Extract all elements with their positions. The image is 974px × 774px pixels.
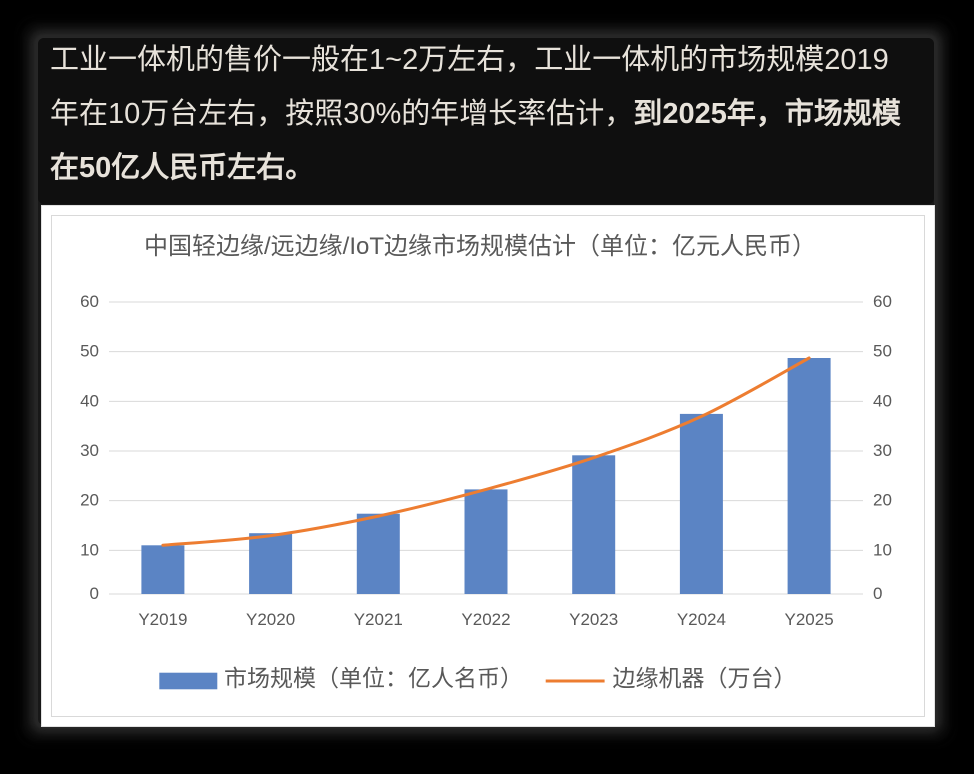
svg-text:10: 10 (80, 540, 99, 559)
svg-text:Y2024: Y2024 (677, 610, 726, 629)
svg-text:60: 60 (80, 292, 99, 311)
svg-text:30: 30 (80, 441, 99, 460)
svg-text:20: 20 (80, 491, 99, 510)
svg-text:中国轻边缘/远边缘/IoT边缘市场规模估计（单位：亿元人民币: 中国轻边缘/远边缘/IoT边缘市场规模估计（单位：亿元人民币） (144, 233, 816, 260)
svg-text:10: 10 (873, 540, 892, 559)
svg-text:40: 40 (873, 391, 892, 410)
svg-text:Y2020: Y2020 (246, 610, 295, 629)
svg-text:30: 30 (873, 441, 892, 460)
svg-text:边缘机器（万台）: 边缘机器（万台） (613, 665, 797, 691)
svg-text:20: 20 (873, 491, 892, 510)
svg-text:Y2023: Y2023 (569, 610, 618, 629)
svg-text:市场规模（单位：亿人名币）: 市场规模（单位：亿人名币） (224, 665, 523, 691)
svg-text:Y2021: Y2021 (354, 610, 403, 629)
svg-text:Y2025: Y2025 (785, 610, 834, 629)
svg-text:0: 0 (873, 584, 882, 603)
svg-text:40: 40 (80, 391, 99, 410)
svg-text:Y2019: Y2019 (138, 610, 187, 629)
svg-text:50: 50 (80, 342, 99, 361)
svg-text:0: 0 (90, 584, 99, 603)
svg-text:50: 50 (873, 342, 892, 361)
svg-text:60: 60 (873, 292, 892, 311)
svg-text:Y2022: Y2022 (461, 610, 510, 629)
